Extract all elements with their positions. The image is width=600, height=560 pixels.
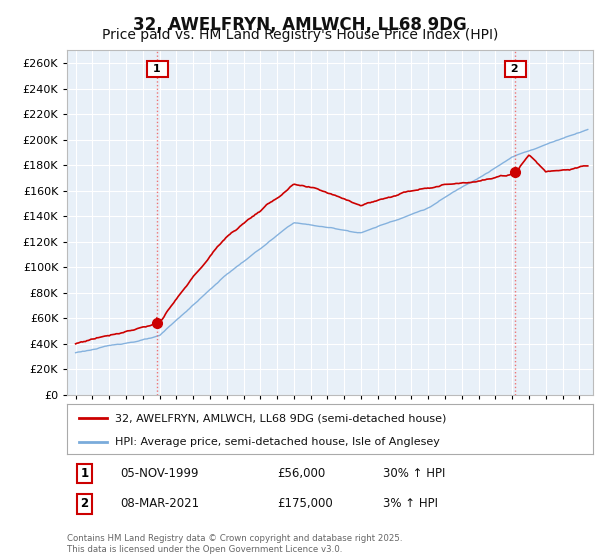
Text: Contains HM Land Registry data © Crown copyright and database right 2025.
This d: Contains HM Land Registry data © Crown c… bbox=[67, 534, 403, 554]
Text: 08-MAR-2021: 08-MAR-2021 bbox=[120, 497, 199, 510]
Text: 32, AWELFRYN, AMLWCH, LL68 9DG: 32, AWELFRYN, AMLWCH, LL68 9DG bbox=[133, 16, 467, 34]
Text: 2: 2 bbox=[80, 497, 88, 510]
Text: 32, AWELFRYN, AMLWCH, LL68 9DG (semi-detached house): 32, AWELFRYN, AMLWCH, LL68 9DG (semi-det… bbox=[115, 413, 446, 423]
Text: Price paid vs. HM Land Registry's House Price Index (HPI): Price paid vs. HM Land Registry's House … bbox=[102, 28, 498, 42]
Text: £175,000: £175,000 bbox=[277, 497, 333, 510]
Text: 3% ↑ HPI: 3% ↑ HPI bbox=[383, 497, 437, 510]
Text: 1: 1 bbox=[80, 467, 88, 480]
Text: 1: 1 bbox=[149, 64, 165, 74]
Text: 30% ↑ HPI: 30% ↑ HPI bbox=[383, 467, 445, 480]
Text: £56,000: £56,000 bbox=[277, 467, 326, 480]
Text: HPI: Average price, semi-detached house, Isle of Anglesey: HPI: Average price, semi-detached house,… bbox=[115, 437, 439, 447]
Text: 05-NOV-1999: 05-NOV-1999 bbox=[120, 467, 198, 480]
Text: 2: 2 bbox=[508, 64, 523, 74]
